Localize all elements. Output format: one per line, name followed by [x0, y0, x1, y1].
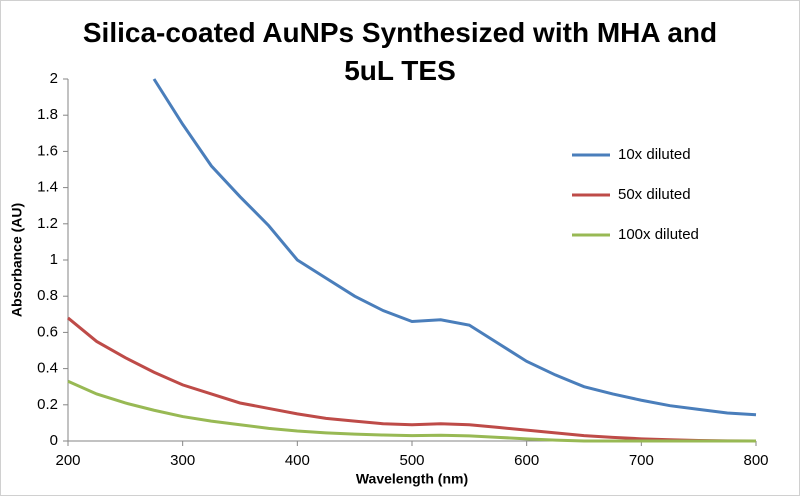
data-line — [67, 316, 757, 443]
y-tick-label: 1.2 — [37, 215, 58, 232]
y-tick-label: 1.4 — [37, 179, 58, 196]
data-line — [152, 78, 757, 417]
y-axis-label: Absorbance (AU) — [9, 203, 25, 317]
y-tick-label: 0.4 — [37, 360, 58, 377]
legend-label: 10x diluted — [618, 146, 691, 163]
x-tick-label: 800 — [743, 452, 768, 469]
legend-label: 100x diluted — [618, 226, 699, 243]
x-tick-label: 700 — [629, 452, 654, 469]
y-tick-label: 0 — [50, 432, 58, 449]
y-tick-label: 1.6 — [37, 142, 58, 159]
x-tick-label: 600 — [514, 452, 539, 469]
x-tick-label: 500 — [399, 452, 424, 469]
x-tick-label: 300 — [170, 452, 195, 469]
y-tick-label: 2 — [50, 70, 58, 87]
y-tick-label: 1.8 — [37, 106, 58, 123]
x-tick-label: 200 — [55, 452, 80, 469]
x-tick-label: 400 — [285, 452, 310, 469]
data-line — [67, 379, 756, 443]
x-axis-label: Wavelength (nm) — [356, 471, 468, 487]
y-tick-label: 0.2 — [37, 396, 58, 413]
y-tick-label: 0.6 — [37, 323, 58, 340]
y-tick-label: 0.8 — [37, 287, 58, 304]
chart-title: Silica-coated AuNPs Synthesized with MHA… — [82, 17, 718, 86]
y-tick-label: 1 — [50, 251, 58, 268]
legend-label: 50x diluted — [618, 186, 691, 203]
